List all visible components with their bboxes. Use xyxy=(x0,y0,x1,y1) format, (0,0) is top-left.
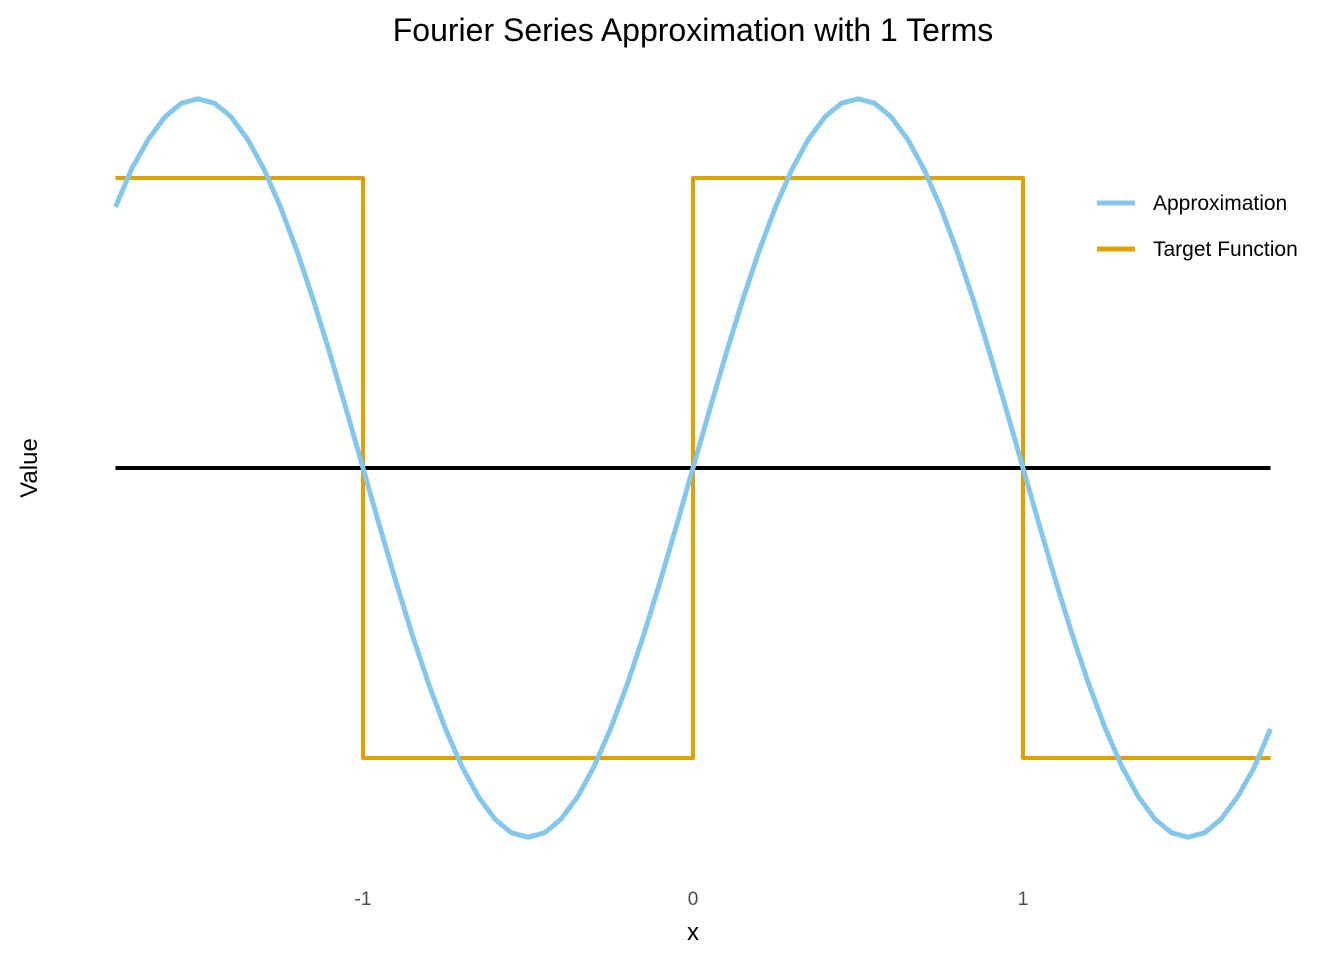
x-axis-title: x xyxy=(687,919,699,946)
x-tick-label: -1 xyxy=(355,889,372,910)
legend-label-target-function: Target Function xyxy=(1153,238,1298,261)
x-tick-label: 0 xyxy=(688,889,699,910)
plot-area xyxy=(113,96,1273,840)
legend-label-approximation: Approximation xyxy=(1153,192,1287,215)
series-line-approximation xyxy=(113,96,1273,840)
chart-title: Fourier Series Approximation with 1 Term… xyxy=(393,12,994,48)
x-axis-ticks: -1 0 1 xyxy=(355,889,1029,910)
y-axis-title: Value xyxy=(16,438,43,498)
x-tick-label: 1 xyxy=(1018,889,1029,910)
legend: Approximation Target Function xyxy=(1097,192,1298,261)
